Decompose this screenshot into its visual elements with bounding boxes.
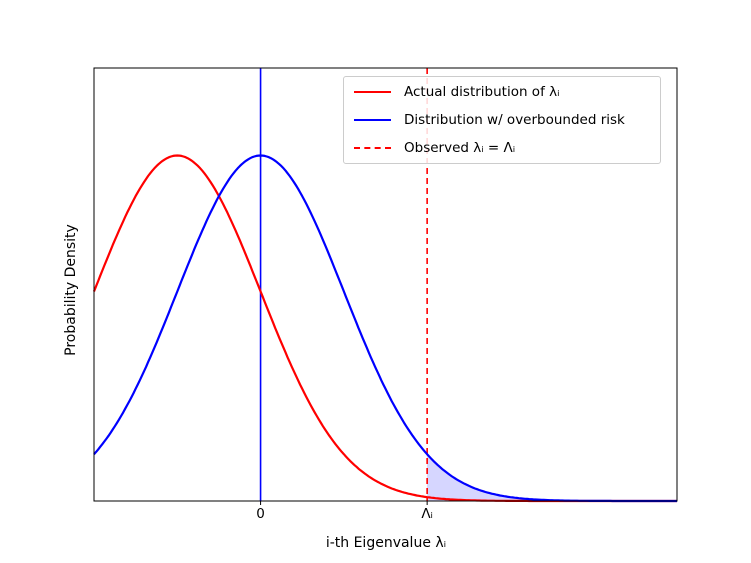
legend-label: Actual distribution of λᵢ — [404, 84, 560, 100]
y-axis-label: Probability Density — [63, 224, 79, 356]
x-tick-label-observed-eigenvalue: Λᵢ — [421, 506, 433, 522]
actual-distribution-curve — [92, 154, 677, 503]
x-tick-label-zero: 0 — [256, 506, 265, 522]
legend-entry-overbounded-distribution: Distribution w/ overbounded risk — [354, 107, 650, 133]
legend-line-sample-red-dashed — [354, 147, 391, 149]
legend-entry-observed-eigenvalue: Observed λᵢ = Λᵢ — [354, 135, 650, 161]
overbounded-distribution-curve — [93, 154, 677, 503]
axes-border — [93, 67, 678, 502]
shaded-tail-region — [427, 454, 677, 501]
legend: Actual distribution of λᵢ Distribution w… — [343, 76, 661, 164]
x-axis-label: i-th Eigenvalue λᵢ — [325, 535, 447, 551]
legend-label: Observed λᵢ = Λᵢ — [404, 140, 516, 156]
legend-entry-actual-distribution: Actual distribution of λᵢ — [354, 79, 650, 105]
legend-label: Distribution w/ overbounded risk — [404, 112, 625, 128]
legend-line-sample-blue-solid — [354, 119, 391, 121]
legend-line-sample-red-solid — [354, 91, 391, 93]
